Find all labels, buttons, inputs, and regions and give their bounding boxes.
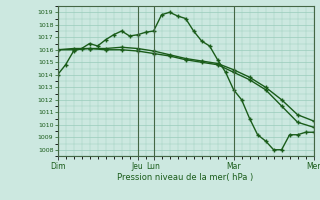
X-axis label: Pression niveau de la mer( hPa ): Pression niveau de la mer( hPa ) <box>117 173 254 182</box>
